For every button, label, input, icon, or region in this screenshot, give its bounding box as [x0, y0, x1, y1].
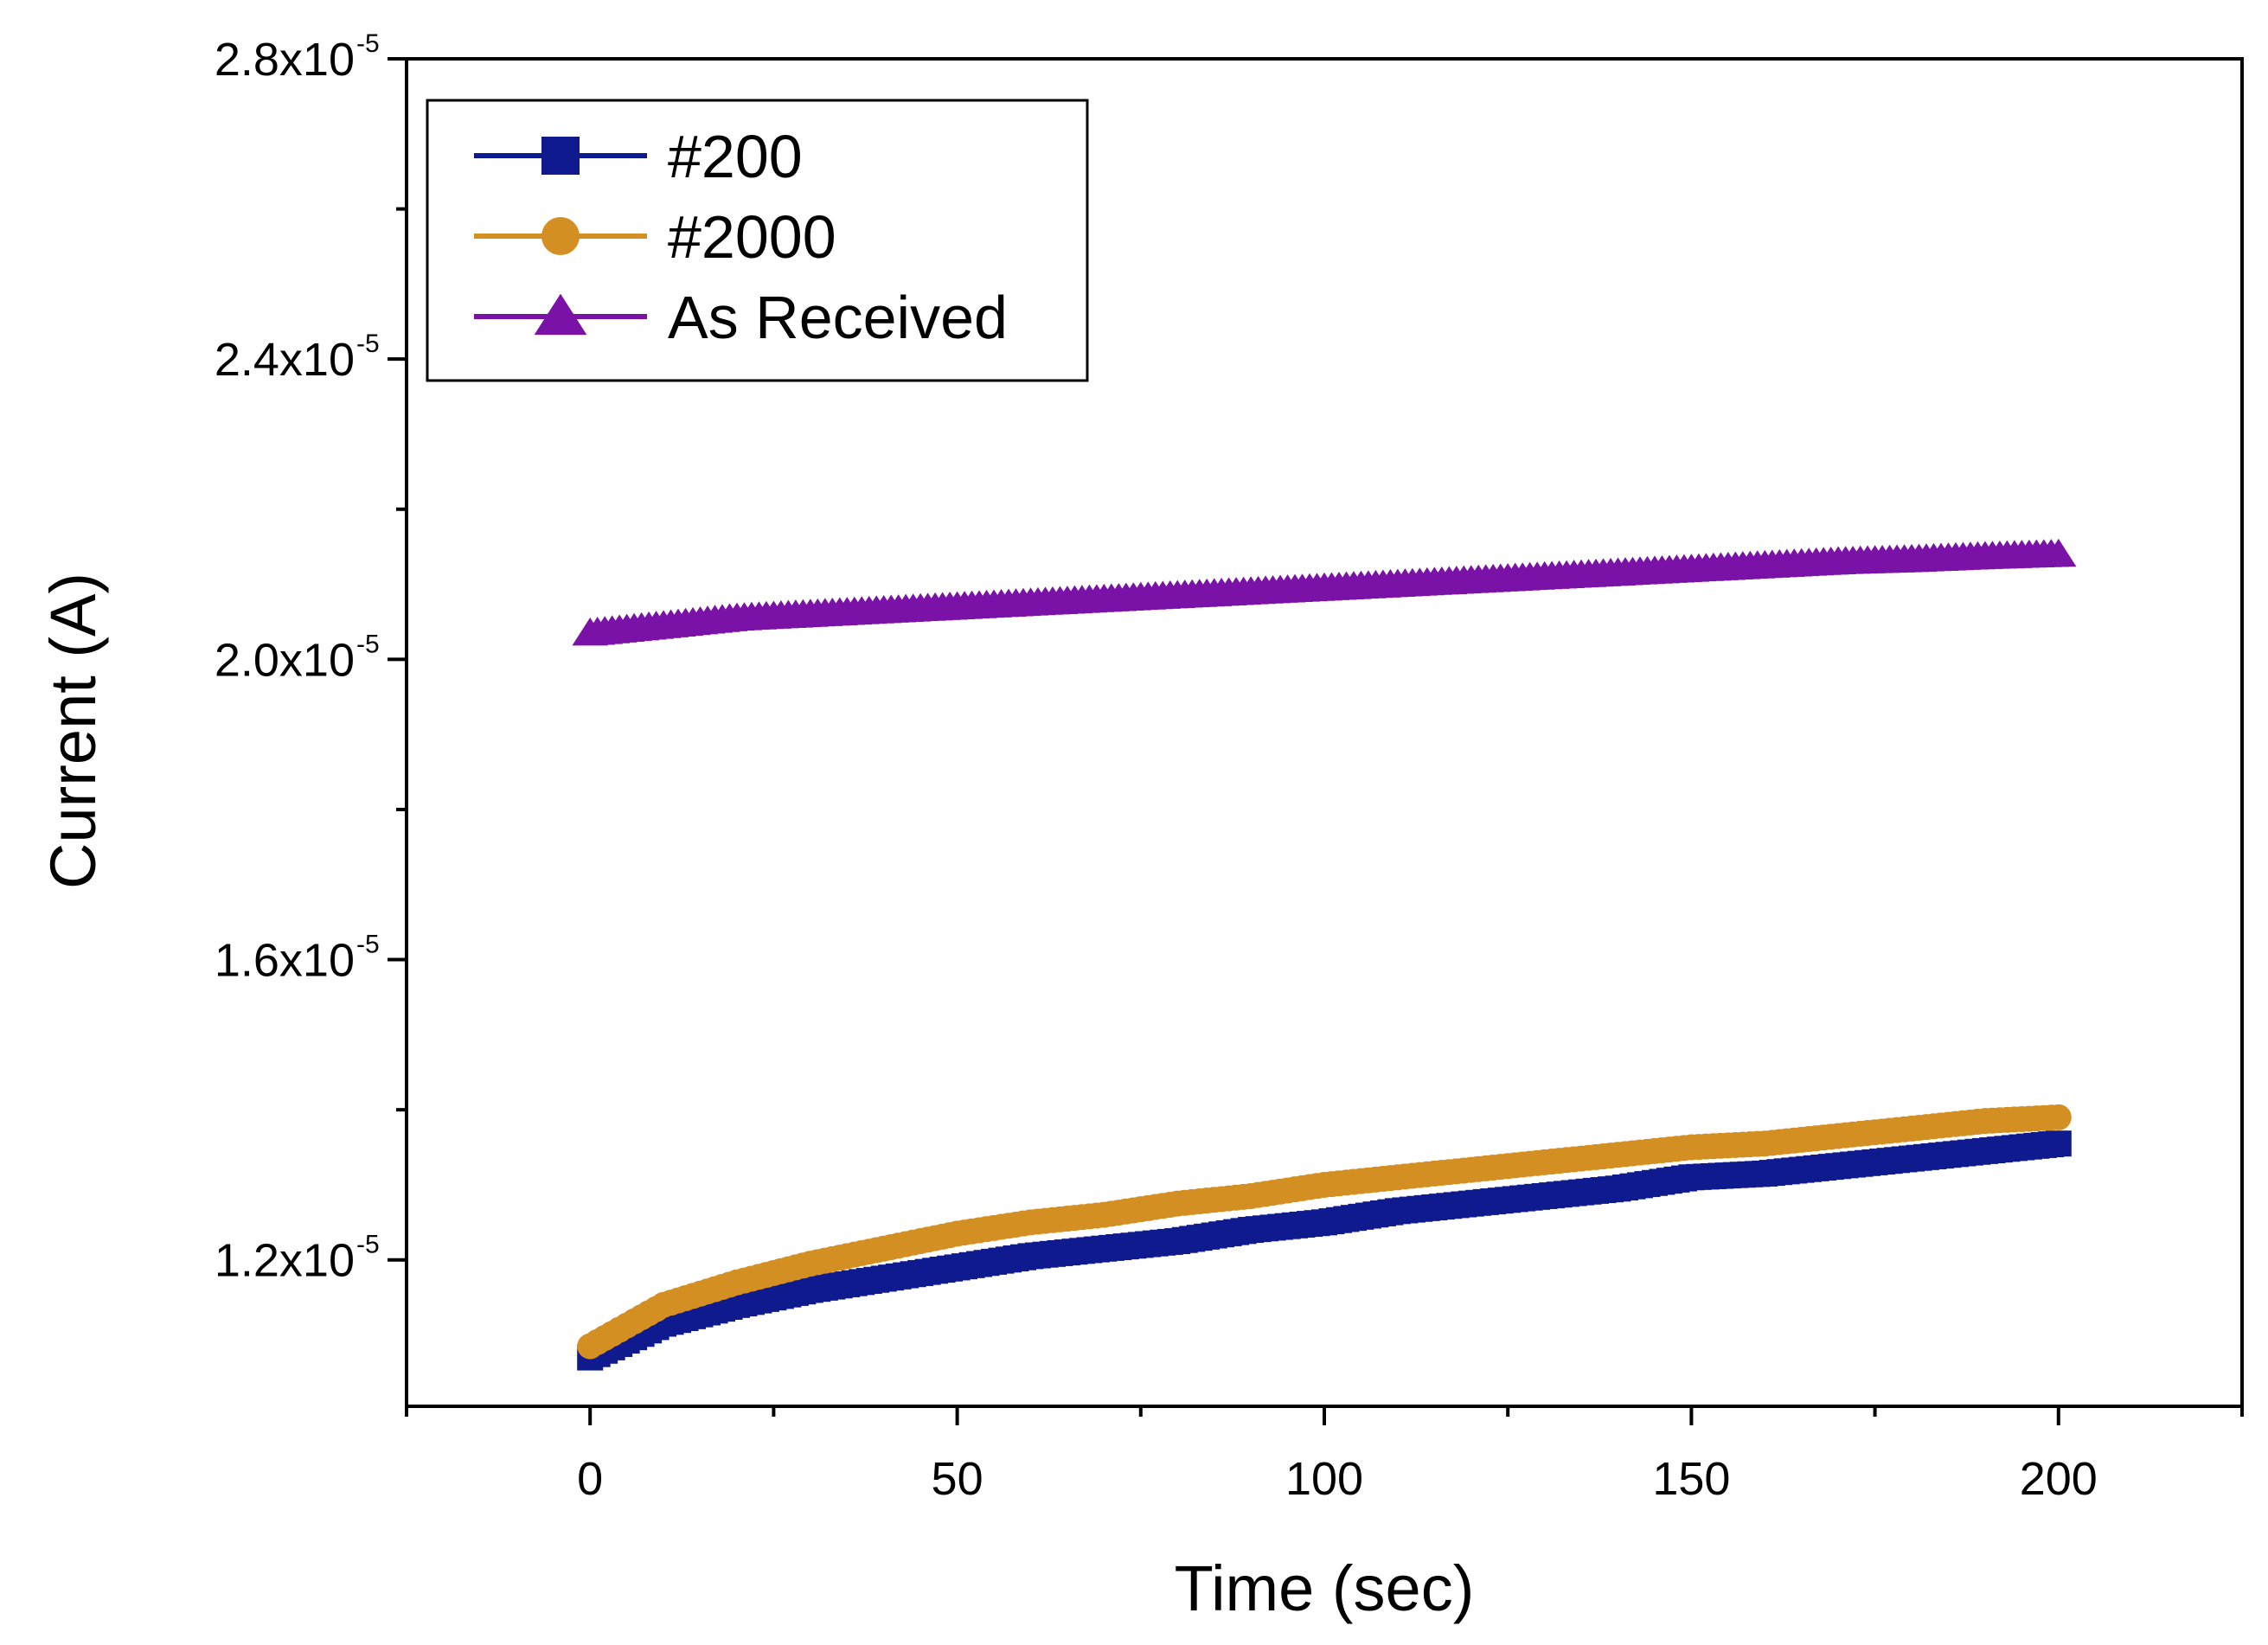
data-point — [2045, 1130, 2072, 1157]
legend-label: #200 — [668, 123, 803, 190]
series-as-received — [572, 538, 2077, 646]
x-tick-label: 150 — [1652, 1453, 1730, 1505]
x-tick-label: 50 — [932, 1453, 983, 1505]
x-tick-label: 200 — [2020, 1453, 2098, 1505]
y-tick-exponent: -5 — [356, 330, 380, 358]
y-axis-title: Current (A) — [37, 573, 109, 889]
data-point — [2041, 538, 2077, 567]
y-axis-ticks: 1.2x10 -51.6x10 -52.0x10 -52.4x10 -52.8x10 -5 — [215, 29, 407, 1287]
y-tick-label: 2.0x10 — [215, 634, 355, 686]
y-tick-label: 1.2x10 — [215, 1235, 355, 1287]
x-tick-label: 0 — [577, 1453, 603, 1505]
y-tick-exponent: -5 — [356, 1231, 380, 1259]
x-axis-ticks: 0 50 100 150 200 — [405, 1406, 2244, 1505]
legend-marker — [541, 217, 580, 255]
y-tick-label: 2.8x10 — [215, 34, 355, 86]
legend-label: As Received — [668, 284, 1008, 351]
legend-label: #2000 — [668, 203, 836, 271]
legend-item-200: #200 — [474, 123, 803, 190]
series-2000 — [577, 1104, 2072, 1360]
x-tick-label: 100 — [1285, 1453, 1363, 1505]
series-layer — [572, 538, 2077, 1371]
y-tick-exponent: -5 — [356, 29, 380, 58]
legend-item-2000: #2000 — [474, 203, 836, 271]
legend: #200 #2000 As Received — [426, 99, 1089, 382]
legend-marker — [534, 293, 587, 336]
y-tick-label: 2.4x10 — [215, 334, 355, 386]
legend-item-as-received: As Received — [474, 284, 1008, 351]
x-axis-title: Time (sec) — [1175, 1552, 1475, 1624]
y-tick-exponent: -5 — [356, 630, 380, 658]
y-tick-label: 1.6x10 — [215, 935, 355, 987]
series-200 — [577, 1130, 2072, 1371]
data-point — [2045, 1104, 2072, 1130]
y-tick-exponent: -5 — [356, 931, 380, 959]
legend-marker — [541, 137, 580, 175]
